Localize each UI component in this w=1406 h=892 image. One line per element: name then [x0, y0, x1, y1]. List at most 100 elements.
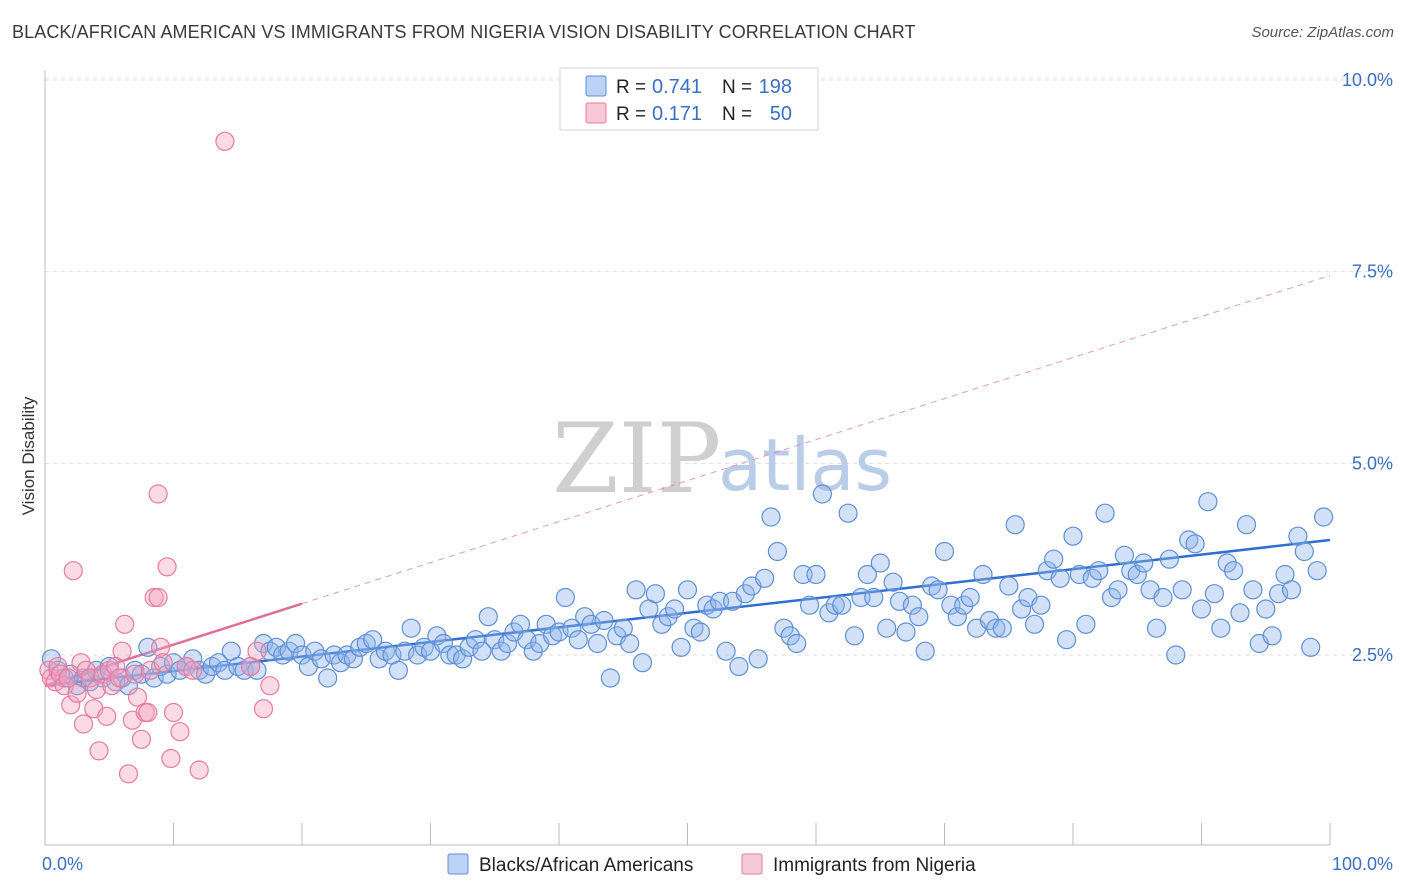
point-blacks-178 — [1185, 534, 1205, 554]
point-blacks-22 — [183, 649, 203, 669]
point-blacks-134 — [902, 595, 923, 615]
point-blacks-164 — [1095, 503, 1115, 523]
watermark-zip: ZIP — [552, 403, 721, 515]
point-blacks-96 — [658, 607, 678, 627]
point-blacks-97 — [664, 599, 685, 619]
point-nigeria-28 — [127, 687, 148, 707]
point-blacks-166 — [1108, 580, 1128, 600]
point-blacks-183 — [1217, 553, 1237, 573]
point-blacks-75 — [523, 641, 543, 661]
point-blacks-19 — [163, 653, 184, 673]
point-blacks-161 — [1076, 614, 1096, 634]
point-blacks-80 — [555, 587, 576, 608]
point-nigeria-43 — [189, 760, 209, 780]
legend-top: R = 0.741 N = 198 R = 0.171 N = 50 — [559, 67, 819, 131]
point-blacks-87 — [600, 668, 621, 688]
point-blacks-45 — [331, 653, 351, 673]
legend-top-r-label-1: R = — [616, 104, 646, 125]
point-blacks-174 — [1159, 549, 1180, 569]
point-blacks-66 — [465, 630, 486, 650]
y-tick-labels: 2.5% 5.0% 7.5% 10.0% — [1342, 70, 1393, 665]
point-nigeria-16 — [89, 741, 109, 761]
data-points — [39, 131, 1334, 784]
point-blacks-196 — [1301, 637, 1321, 657]
point-blacks-153 — [1024, 614, 1045, 634]
point-blacks-157 — [1050, 568, 1070, 588]
point-nigeria-9 — [67, 683, 87, 703]
legend-bottom-swatch-0 — [447, 853, 469, 875]
trend-line-nigeria-dashed — [301, 275, 1331, 605]
point-blacks-179 — [1191, 599, 1212, 619]
point-blacks-61 — [433, 633, 453, 654]
point-blacks-159 — [1063, 526, 1083, 546]
point-blacks-116 — [787, 633, 807, 654]
point-blacks-70 — [491, 641, 511, 661]
y-tick-label-2: 7.5% — [1352, 262, 1393, 282]
legend-top-n-value-1: 50 — [770, 103, 792, 125]
point-blacks-105 — [716, 641, 736, 661]
point-blacks-43 — [318, 668, 338, 688]
point-blacks-0 — [41, 649, 62, 669]
point-nigeria-25 — [118, 764, 139, 784]
point-blacks-38 — [286, 633, 306, 654]
source-label: Source: ZipAtlas.com — [1251, 24, 1394, 41]
point-blacks-39 — [292, 645, 312, 665]
point-blacks-162 — [1082, 568, 1102, 588]
point-blacks-175 — [1166, 645, 1186, 665]
point-blacks-68 — [478, 607, 498, 627]
legend-top-r-value-1: 0.171 — [652, 103, 702, 125]
point-blacks-185 — [1230, 603, 1250, 623]
point-nigeria-22 — [109, 668, 130, 688]
point-blacks-154 — [1031, 595, 1051, 615]
point-nigeria-23 — [112, 641, 132, 661]
point-blacks-99 — [677, 580, 698, 600]
point-blacks-111 — [754, 568, 775, 588]
point-blacks-92 — [632, 653, 653, 673]
point-blacks-55 — [395, 641, 415, 661]
y-tick-label-1: 5.0% — [1352, 453, 1393, 473]
point-blacks-94 — [645, 584, 666, 604]
point-blacks-170 — [1134, 553, 1154, 573]
point-blacks-112 — [761, 507, 781, 527]
point-blacks-198 — [1313, 507, 1334, 527]
point-blacks-64 — [453, 649, 473, 669]
point-blacks-189 — [1256, 599, 1276, 619]
point-nigeria-38 — [161, 748, 181, 769]
point-blacks-56 — [401, 618, 421, 638]
y-tick-label-3: 10.0% — [1342, 70, 1393, 90]
point-blacks-82 — [568, 630, 588, 650]
point-blacks-141 — [947, 607, 967, 627]
axes — [44, 70, 1331, 846]
point-blacks-150 — [1005, 515, 1025, 535]
point-blacks-74 — [517, 630, 537, 650]
x-tick-label-1: 100.0% — [1332, 854, 1393, 874]
point-blacks-98 — [671, 637, 691, 657]
point-nigeria-40 — [170, 722, 190, 742]
point-blacks-86 — [594, 610, 614, 631]
point-blacks-147 — [986, 618, 1006, 638]
legend-top-n-label-1: N = — [722, 104, 752, 125]
point-blacks-180 — [1198, 492, 1218, 512]
legend-top-r-label-0: R = — [616, 77, 646, 98]
point-nigeria-20 — [102, 676, 122, 696]
point-blacks-139 — [934, 541, 955, 562]
point-nigeria-36 — [153, 653, 173, 673]
point-blacks-33 — [253, 633, 274, 654]
legend-bottom-label-0: Blacks/African Americans — [479, 855, 693, 876]
legend-top-swatch-0 — [585, 75, 607, 97]
point-nigeria-48 — [253, 699, 274, 719]
point-nigeria-6 — [58, 668, 78, 688]
point-blacks-118 — [799, 595, 820, 615]
point-blacks-122 — [825, 595, 845, 615]
point-blacks-135 — [909, 607, 929, 627]
point-blacks-26 — [208, 653, 229, 673]
point-blacks-136 — [915, 641, 935, 661]
legend-top-r-value-0: 0.741 — [652, 76, 702, 98]
point-blacks-81 — [562, 618, 582, 638]
point-blacks-148 — [992, 618, 1012, 638]
point-blacks-131 — [883, 572, 903, 592]
point-nigeria-34 — [148, 587, 168, 608]
point-blacks-95 — [652, 614, 672, 634]
point-blacks-119 — [806, 564, 826, 585]
point-nigeria-39 — [163, 702, 184, 723]
